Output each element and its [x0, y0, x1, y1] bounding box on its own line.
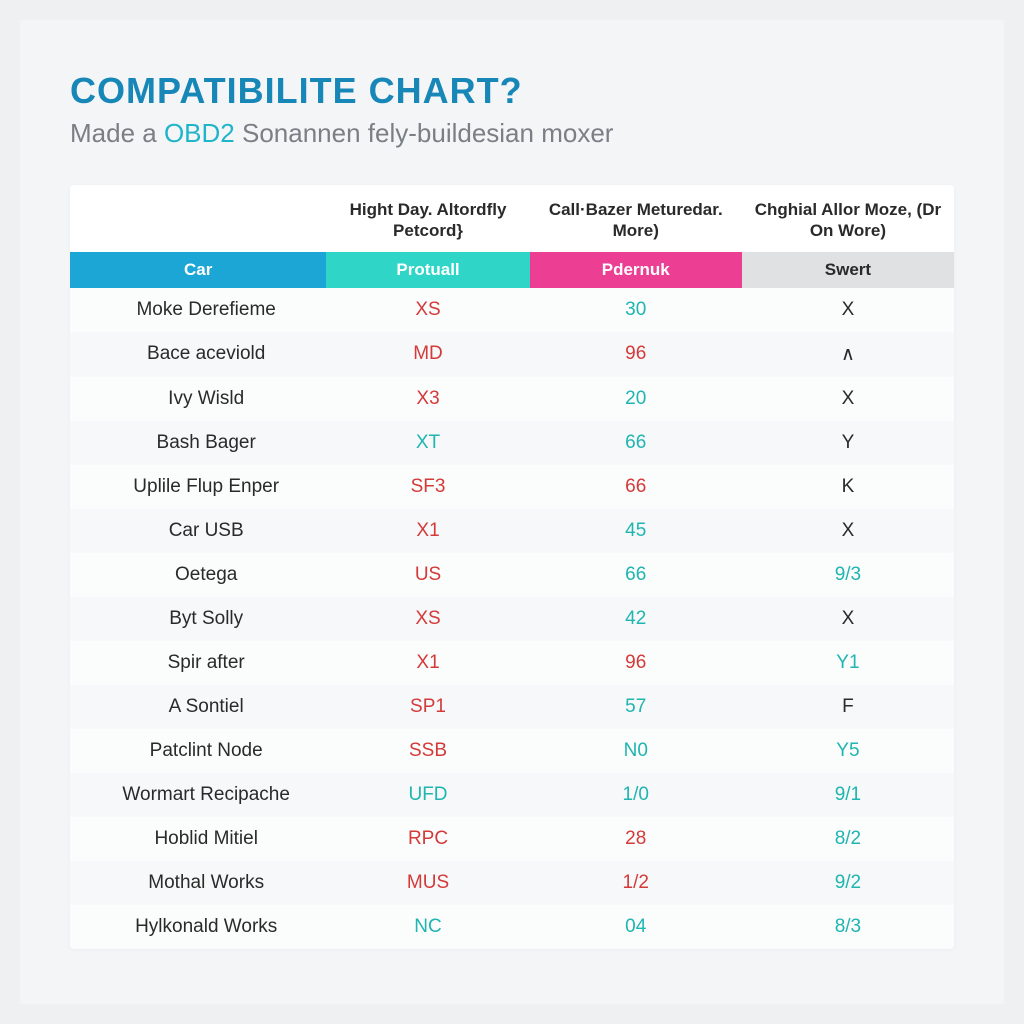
- table-row: Bash BagerXT66Y: [70, 421, 954, 465]
- cell-protuall: MUS: [326, 861, 529, 905]
- table-body: Moke DerefiemeXS30XBace acevioldMD96∧Ivy…: [70, 288, 954, 949]
- table-row: A SontielSP157F: [70, 685, 954, 729]
- sub-header-car: Car: [70, 252, 326, 288]
- cell-car: Patclint Node: [70, 729, 326, 773]
- cell-protuall: SF3: [326, 465, 529, 509]
- cell-pdernuk: 1/0: [530, 773, 742, 817]
- top-header-empty: [70, 185, 326, 252]
- top-header-3: Chghial Allor Moze, (Dr On Wore): [742, 185, 954, 252]
- sub-header-protuall: Protuall: [326, 252, 529, 288]
- cell-protuall: US: [326, 553, 529, 597]
- sub-header-pdernuk: Pdernuk: [530, 252, 742, 288]
- page-subtitle: Made a OBD2 Sonannen fely-buildesian mox…: [70, 118, 954, 149]
- table-top-header-row: Hight Day. Altordfly Petcord} Call·Bazer…: [70, 185, 954, 252]
- cell-pdernuk: 28: [530, 817, 742, 861]
- table-row: OetegaUS669/3: [70, 553, 954, 597]
- cell-protuall: RPC: [326, 817, 529, 861]
- cell-swert: 9/2: [742, 861, 954, 905]
- cell-pdernuk: 1/2: [530, 861, 742, 905]
- cell-protuall: MD: [326, 332, 529, 377]
- cell-pdernuk: 45: [530, 509, 742, 553]
- table-row: Bace acevioldMD96∧: [70, 332, 954, 377]
- cell-car: Hylkonald Works: [70, 905, 326, 949]
- table-row: Spir afterX196Y1: [70, 641, 954, 685]
- subtitle-post: Sonannen fely-buildesian moxer: [235, 118, 614, 148]
- table-row: Mothal WorksMUS1/29/2: [70, 861, 954, 905]
- cell-pdernuk: 04: [530, 905, 742, 949]
- table-row: Patclint NodeSSBN0Y5: [70, 729, 954, 773]
- cell-car: Bace aceviold: [70, 332, 326, 377]
- cell-swert: F: [742, 685, 954, 729]
- cell-pdernuk: 42: [530, 597, 742, 641]
- table-row: Car USBX145X: [70, 509, 954, 553]
- cell-pdernuk: 96: [530, 641, 742, 685]
- cell-swert: Y: [742, 421, 954, 465]
- cell-car: Oetega: [70, 553, 326, 597]
- cell-pdernuk: N0: [530, 729, 742, 773]
- cell-pdernuk: 96: [530, 332, 742, 377]
- cell-car: A Sontiel: [70, 685, 326, 729]
- table-row: Ivy WisldX320X: [70, 377, 954, 421]
- cell-pdernuk: 57: [530, 685, 742, 729]
- cell-protuall: XS: [326, 597, 529, 641]
- cell-pdernuk: 30: [530, 288, 742, 332]
- cell-protuall: NC: [326, 905, 529, 949]
- cell-protuall: X3: [326, 377, 529, 421]
- cell-swert: ∧: [742, 332, 954, 377]
- table-row: Moke DerefiemeXS30X: [70, 288, 954, 332]
- cell-car: Uplile Flup Enper: [70, 465, 326, 509]
- table-row: Hoblid MitielRPC288/2: [70, 817, 954, 861]
- cell-swert: 8/3: [742, 905, 954, 949]
- cell-car: Car USB: [70, 509, 326, 553]
- cell-swert: K: [742, 465, 954, 509]
- page-title: COMPATIBILITE CHART?: [70, 70, 954, 112]
- cell-swert: 8/2: [742, 817, 954, 861]
- cell-swert: Y5: [742, 729, 954, 773]
- cell-swert: X: [742, 509, 954, 553]
- cell-car: Mothal Works: [70, 861, 326, 905]
- cell-protuall: X1: [326, 641, 529, 685]
- cell-pdernuk: 66: [530, 421, 742, 465]
- sub-header-swert: Swert: [742, 252, 954, 288]
- cell-car: Moke Derefieme: [70, 288, 326, 332]
- cell-car: Byt Solly: [70, 597, 326, 641]
- cell-protuall: X1: [326, 509, 529, 553]
- cell-swert: X: [742, 597, 954, 641]
- cell-pdernuk: 20: [530, 377, 742, 421]
- table-row: Uplile Flup EnperSF366K: [70, 465, 954, 509]
- table-row: Byt SollyXS42X: [70, 597, 954, 641]
- cell-swert: X: [742, 377, 954, 421]
- table-sub-header-row: Car Protuall Pdernuk Swert: [70, 252, 954, 288]
- cell-swert: Y1: [742, 641, 954, 685]
- subtitle-accent: OBD2: [164, 118, 235, 148]
- cell-car: Spir after: [70, 641, 326, 685]
- cell-pdernuk: 66: [530, 553, 742, 597]
- cell-protuall: SSB: [326, 729, 529, 773]
- cell-protuall: XS: [326, 288, 529, 332]
- cell-car: Wormart Recipache: [70, 773, 326, 817]
- top-header-2: Call·Bazer Meturedar. More): [530, 185, 742, 252]
- page-container: COMPATIBILITE CHART? Made a OBD2 Sonanne…: [20, 20, 1004, 1004]
- table-row: Hylkonald WorksNC048/3: [70, 905, 954, 949]
- cell-protuall: UFD: [326, 773, 529, 817]
- cell-swert: X: [742, 288, 954, 332]
- top-header-1: Hight Day. Altordfly Petcord}: [326, 185, 529, 252]
- cell-protuall: SP1: [326, 685, 529, 729]
- cell-car: Bash Bager: [70, 421, 326, 465]
- cell-pdernuk: 66: [530, 465, 742, 509]
- cell-swert: 9/1: [742, 773, 954, 817]
- cell-swert: 9/3: [742, 553, 954, 597]
- cell-car: Ivy Wisld: [70, 377, 326, 421]
- subtitle-pre: Made a: [70, 118, 164, 148]
- cell-car: Hoblid Mitiel: [70, 817, 326, 861]
- compatibility-table: Hight Day. Altordfly Petcord} Call·Bazer…: [70, 185, 954, 949]
- cell-protuall: XT: [326, 421, 529, 465]
- compatibility-table-wrap: Hight Day. Altordfly Petcord} Call·Bazer…: [70, 185, 954, 949]
- table-row: Wormart RecipacheUFD1/09/1: [70, 773, 954, 817]
